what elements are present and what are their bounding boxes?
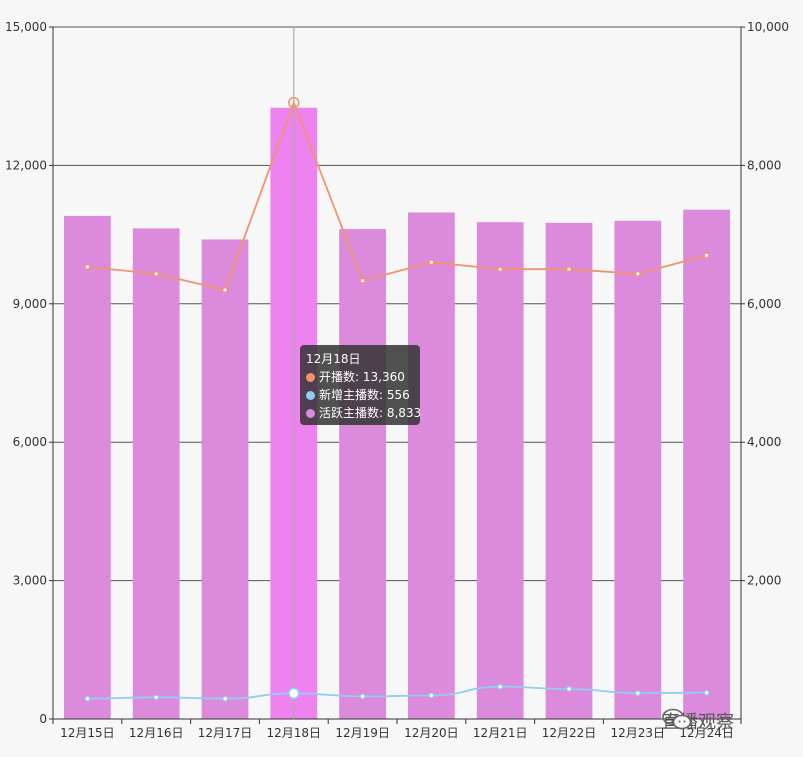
x-tick-label: 12月17日 — [198, 726, 253, 740]
bar — [408, 212, 455, 719]
tooltip-row-new-hosts: 新增主播数: 556 — [306, 386, 414, 404]
data-point — [359, 693, 366, 700]
tooltip-label-starts: 开播数: 13,360 — [319, 370, 405, 384]
bar — [132, 228, 180, 719]
bar — [683, 209, 730, 720]
x-tick-label: 12月15日 — [60, 726, 115, 740]
data-point — [288, 96, 300, 109]
y-left-tick-label: 12,000 — [5, 158, 47, 172]
data-point — [703, 252, 710, 259]
x-tick-label: 12月16日 — [129, 726, 184, 740]
y-right-tick-label: 2,000 — [747, 574, 781, 588]
data-point — [497, 266, 504, 273]
y-left-tick-label: 3,000 — [13, 574, 47, 588]
tick-labels: 0 3,000 6,000 9,000 12,000 15,000 2,000 4,000 6,… — [5, 20, 789, 740]
y-left-tick-label: 9,000 — [13, 297, 47, 311]
wechat-icon — [662, 708, 692, 730]
x-tick-label: 12月19日 — [335, 726, 390, 740]
data-point — [359, 277, 366, 284]
series-line — [87, 685, 707, 700]
data-point — [703, 689, 710, 696]
data-point — [153, 694, 160, 701]
y-right-tick-label: 6,000 — [747, 297, 781, 311]
y-right-tick-label: 10,000 — [747, 20, 789, 34]
data-point — [288, 687, 300, 700]
bar — [614, 220, 662, 719]
data-point — [84, 695, 91, 702]
bar — [545, 222, 593, 719]
tooltip-label-new-hosts: 新增主播数: 556 — [319, 388, 410, 402]
tooltip-row-active-hosts: 活跃主播数: 8,833 — [306, 404, 421, 422]
bar — [64, 215, 111, 719]
data-point — [222, 695, 228, 702]
x-tick-label: 12月23日 — [611, 726, 666, 740]
y-left-tick-label: 6,000 — [13, 435, 47, 449]
tooltip: 12月18日 开播数: 13,360 新增主播数: 556 活跃主播数: 8,8… — [300, 345, 421, 425]
data-point — [153, 271, 160, 277]
data-point — [222, 287, 228, 293]
data-point — [566, 266, 572, 273]
axes — [49, 26, 745, 724]
y-right-tick-label: 4,000 — [747, 435, 781, 449]
x-tick-label: 12月21日 — [473, 726, 528, 740]
y-right-tick-label: 8,000 — [747, 158, 781, 172]
bar — [201, 239, 249, 719]
data-point — [634, 271, 641, 277]
watermark: 直播观察 — [662, 708, 734, 734]
bar — [476, 222, 524, 720]
tooltip-swatch-starts — [306, 372, 315, 382]
lines — [84, 27, 710, 719]
bar — [339, 229, 386, 719]
data-point — [428, 692, 435, 699]
tooltip-swatch-active-hosts — [306, 408, 315, 418]
tooltip-label-active-hosts: 活跃主播数: 8,833 — [319, 406, 422, 420]
data-point — [566, 686, 572, 692]
x-tick-label: 12月20日 — [404, 726, 459, 740]
x-tick-label: 12月24日 — [679, 726, 734, 740]
tooltip-row-starts: 开播数: 13,360 — [306, 368, 414, 386]
data-point — [84, 264, 91, 270]
data-point — [428, 259, 435, 266]
y-left-tick-label: 0 — [39, 712, 47, 726]
bars — [64, 107, 730, 720]
series-line — [87, 100, 707, 292]
tooltip-swatch-new-hosts — [306, 390, 315, 400]
y-left-tick-label: 15,000 — [5, 20, 47, 34]
x-tick-label: 12月18日 — [267, 726, 322, 740]
data-point — [634, 690, 641, 696]
data-point — [497, 683, 504, 690]
tooltip-title: 12月18日 — [306, 352, 361, 366]
x-tick-label: 12月22日 — [542, 726, 597, 740]
